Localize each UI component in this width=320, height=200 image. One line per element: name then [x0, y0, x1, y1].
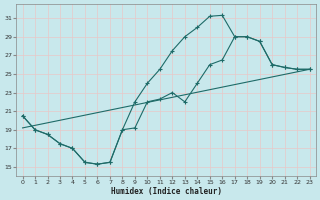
- X-axis label: Humidex (Indice chaleur): Humidex (Indice chaleur): [111, 187, 221, 196]
